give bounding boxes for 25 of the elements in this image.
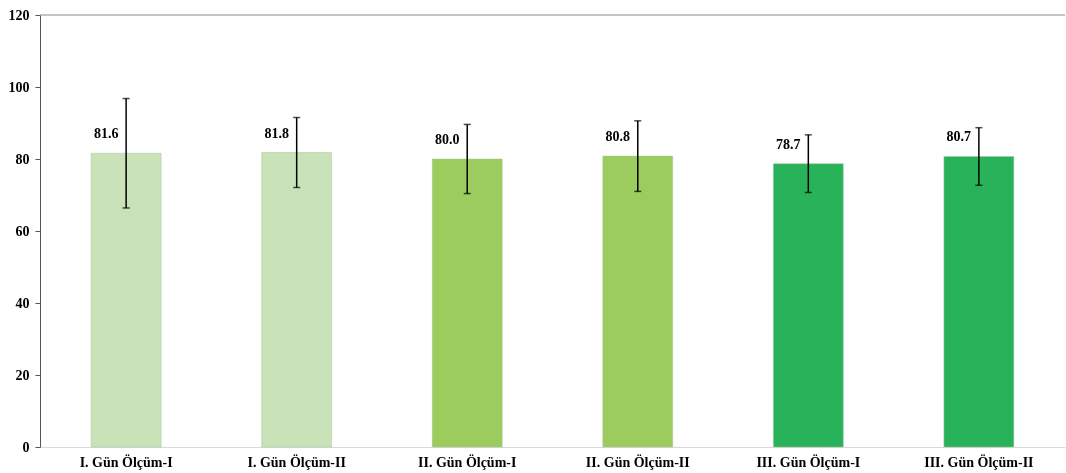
y-tick-label: 80 [15, 151, 30, 167]
data-label: 80.7 [946, 129, 972, 145]
bar [90, 152, 162, 448]
data-label: 78.7 [776, 136, 801, 152]
x-tick-label: I. Gün Ölçüm-I [79, 453, 173, 470]
x-tick-label: II. Gün Ölçüm-I [418, 453, 517, 470]
x-tick-label: II. Gün Ölçüm-II [585, 453, 690, 470]
y-tick-label: 120 [8, 7, 30, 23]
bar [943, 156, 1015, 448]
bar [432, 158, 503, 448]
y-tick-label: 60 [15, 223, 30, 239]
y-tick-label: 0 [22, 439, 30, 455]
data-label: 80.8 [605, 129, 631, 145]
y-tick-label: 100 [8, 79, 30, 95]
x-tick-label: III. Gün Ölçüm-I [756, 453, 861, 470]
data-label: 81.6 [93, 126, 119, 142]
x-tick-label: III. Gün Ölçüm-II [924, 453, 1034, 470]
y-tick-label: 20 [15, 367, 30, 383]
data-label: 80.0 [434, 132, 460, 147]
bar [602, 155, 673, 448]
data-label: 81.8 [264, 125, 289, 141]
bar [773, 163, 844, 448]
x-tick-label: I. Gün Ölçüm-II [247, 453, 346, 470]
bar [261, 152, 332, 448]
y-tick-label: 40 [15, 295, 30, 311]
